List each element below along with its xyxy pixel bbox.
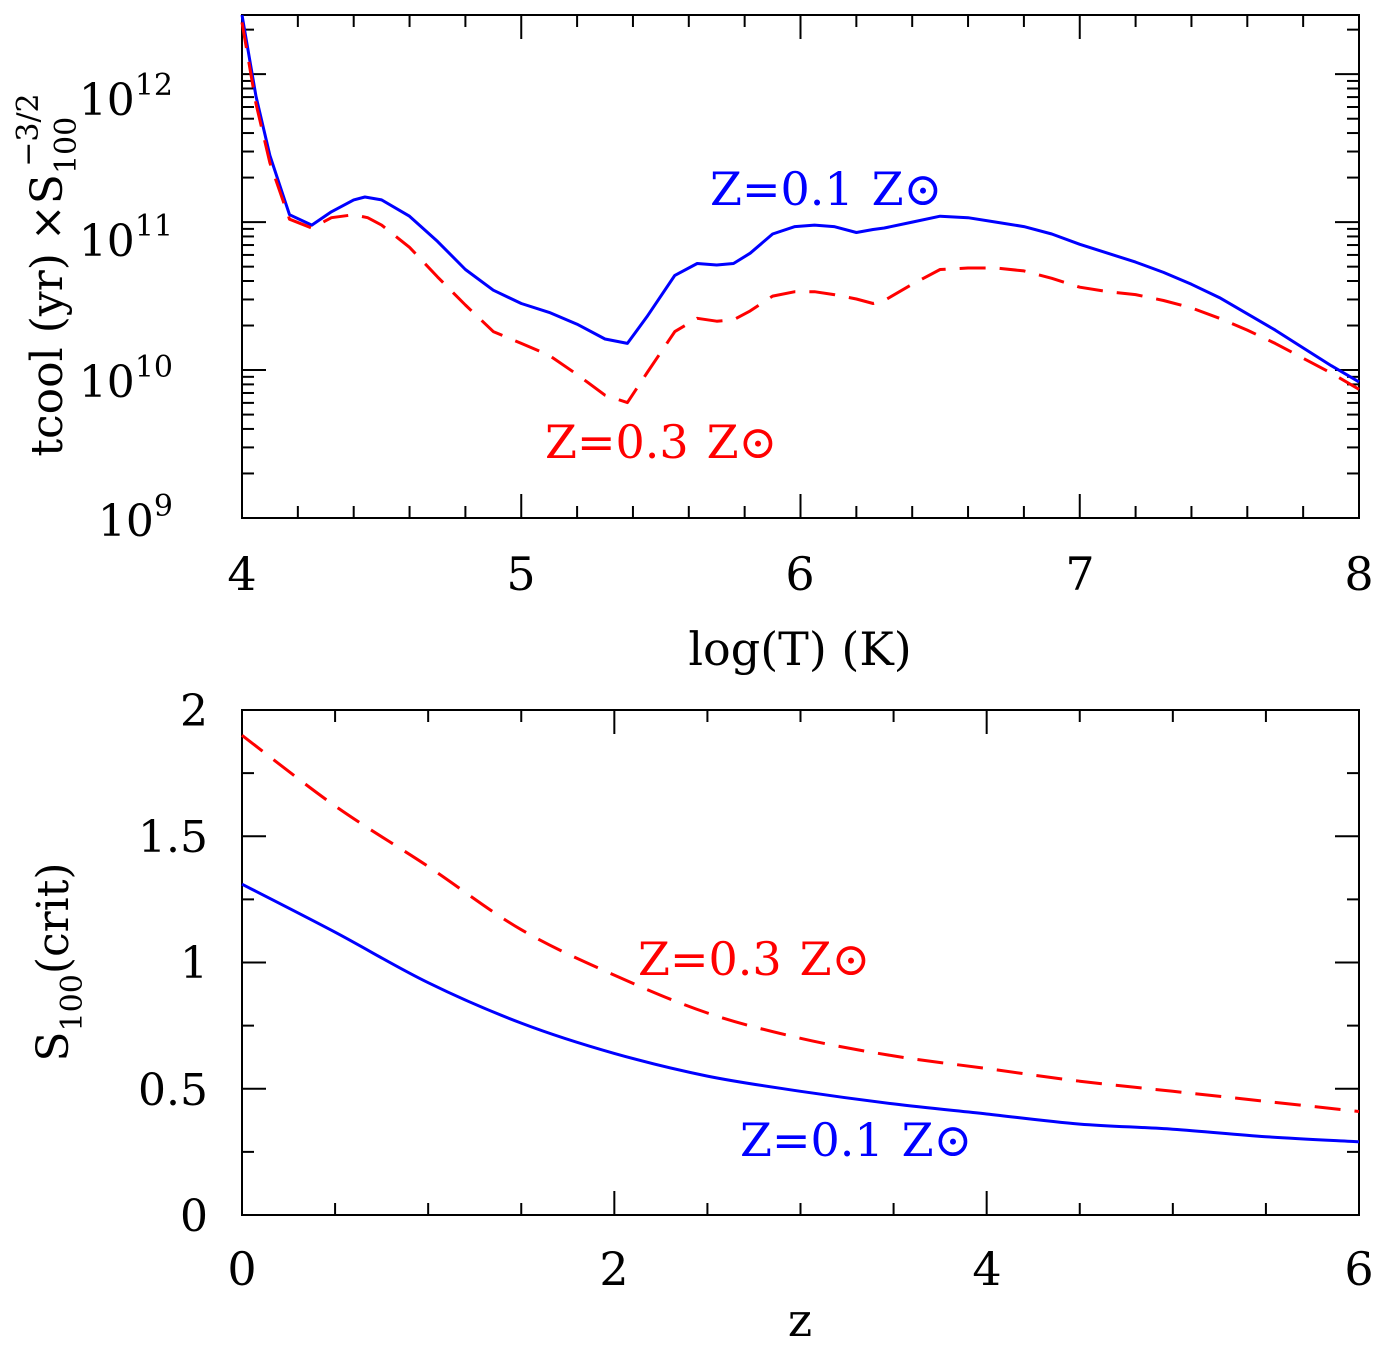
bottom-panel: 0 2 4 6 0 0.5 1 1.5 2 z S100(crit) Z=0.3… xyxy=(28,686,1374,1347)
top-x-tick-label: 5 xyxy=(506,547,535,601)
top-ticks xyxy=(241,15,1360,519)
bottom-series-line-z03 xyxy=(241,734,1360,1113)
top-panel: 4 5 6 7 8 1012 1011 1010 109 log(T) (K) … xyxy=(11,14,1374,676)
bottom-x-tick-label: 2 xyxy=(599,1242,628,1296)
bottom-annotation-low-z: Z=0.1 Z⊙ xyxy=(740,1113,972,1167)
top-annotation-high-z: Z=0.3 Z⊙ xyxy=(545,415,777,469)
bottom-ticks xyxy=(241,709,1360,1216)
bottom-x-axis-label: z xyxy=(788,1293,812,1347)
top-x-tick-label: 7 xyxy=(1065,547,1094,601)
bottom-y-tick-label: 1 xyxy=(180,938,208,989)
bottom-x-tick-label: 4 xyxy=(972,1242,1001,1296)
top-series xyxy=(240,14,1360,405)
top-y-tick-label: 1010 xyxy=(79,350,173,408)
bottom-series xyxy=(241,734,1360,1144)
top-plot-frame xyxy=(241,14,1360,519)
bottom-y-tick-label: 1.5 xyxy=(138,812,208,863)
top-series-line-z01 xyxy=(240,14,1360,384)
top-y-tick-label: 109 xyxy=(98,489,173,547)
bottom-y-tick-label: 0 xyxy=(180,1191,208,1242)
bottom-y-axis-label: S100(crit) xyxy=(28,862,90,1061)
bottom-annotation-high-z: Z=0.3 Z⊙ xyxy=(638,932,870,986)
bottom-x-tick-label: 0 xyxy=(227,1242,256,1296)
top-x-tick-label: 6 xyxy=(785,547,814,601)
bottom-y-tick-label: 2 xyxy=(180,686,208,737)
top-x-tick-label: 8 xyxy=(1344,547,1373,601)
top-x-tick-label: 4 xyxy=(227,547,256,601)
bottom-x-tick-label: 6 xyxy=(1344,1242,1373,1296)
top-y-tick-label: 1011 xyxy=(79,209,173,267)
bottom-series-line-z01 xyxy=(241,882,1360,1144)
top-y-axis-label: tcool (yr)×S100−3/2 xyxy=(11,93,84,456)
top-annotation-low-z: Z=0.1 Z⊙ xyxy=(710,162,942,216)
bottom-y-tick-label: 0.5 xyxy=(138,1065,208,1116)
top-series-line-z03 xyxy=(240,22,1360,405)
top-x-axis-label: log(T) (K) xyxy=(688,622,911,676)
top-y-tick-label: 1012 xyxy=(79,68,173,126)
